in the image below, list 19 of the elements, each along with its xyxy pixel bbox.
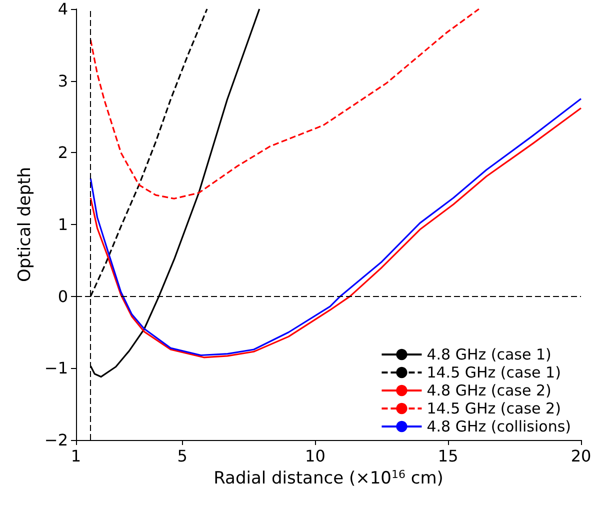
legend-label: 4.8 GHz (case 2) — [426, 382, 552, 400]
y-tick-label: 4 — [58, 0, 68, 18]
y-tick-label: −1 — [44, 358, 68, 378]
legend-label: 4.8 GHz (case 1) — [426, 346, 552, 364]
x-tick-label: 20 — [570, 446, 592, 466]
y-tick-label: 0 — [58, 286, 68, 306]
legend-label: 14.5 GHz (case 2) — [426, 400, 561, 418]
x-tick-label: 1 — [70, 446, 82, 466]
y-tick-label: 3 — [58, 71, 68, 90]
y-tick-label: 1 — [58, 215, 68, 234]
line-series — [90, 8, 480, 200]
y-tick-label: 2 — [58, 143, 68, 162]
x-tick-label: 5 — [177, 446, 188, 466]
x-tick-label: 10 — [305, 446, 326, 466]
y-axis-title: Optical depth — [15, 167, 36, 282]
x-tick-label: 15 — [438, 446, 458, 466]
legend-label: 4.8 GHz (collisions) — [426, 418, 571, 436]
y-tick-label: −2 — [44, 430, 68, 450]
legend-label: 14.5 GHz (case 1) — [426, 364, 561, 382]
